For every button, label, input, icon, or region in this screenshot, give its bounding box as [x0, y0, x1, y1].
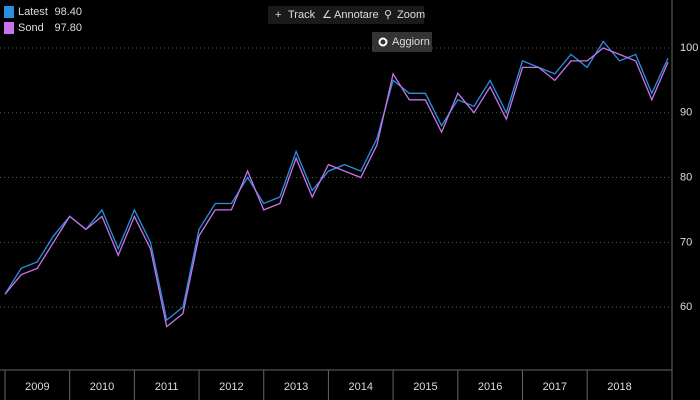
y-tick-label: 100 [680, 42, 698, 54]
refresh-icon [378, 37, 388, 47]
legend-swatch [4, 22, 14, 34]
toolbar-track[interactable]: Track [288, 9, 316, 21]
y-tick-label: 90 [680, 107, 692, 119]
toolbar-annotate[interactable]: Annotare [334, 9, 379, 21]
x-tick-label: 2012 [219, 381, 243, 393]
x-tick-label: 2018 [607, 381, 631, 393]
track-icon: + [275, 9, 281, 21]
refresh-label[interactable]: Aggiorn [392, 36, 430, 48]
x-tick-label: 2010 [90, 381, 114, 393]
x-tick-label: 2014 [349, 381, 373, 393]
x-tick-label: 2017 [543, 381, 567, 393]
toolbar [268, 6, 424, 24]
x-tick-label: 2011 [155, 381, 179, 393]
x-tick-label: 2015 [413, 381, 437, 393]
series-line [4, 40, 669, 322]
legend-name: Latest [18, 6, 48, 18]
x-tick-label: 2009 [25, 381, 49, 393]
legend-value: 98.40 [54, 6, 82, 18]
zoom-icon: ⚲ [384, 9, 392, 21]
toolbar-zoom[interactable]: Zoom [397, 9, 425, 21]
x-tick-label: 2013 [284, 381, 308, 393]
refresh-button[interactable] [372, 32, 432, 52]
y-tick-label: 70 [680, 236, 692, 248]
legend-name: Sond [18, 22, 44, 34]
x-tick-label: 2016 [478, 381, 502, 393]
legend-value: 97.80 [54, 22, 82, 34]
annotate-icon: ∠ [322, 9, 332, 21]
y-tick-label: 60 [680, 301, 692, 313]
series-line [4, 47, 669, 328]
y-tick-label: 80 [680, 171, 692, 183]
legend-swatch [4, 6, 14, 18]
